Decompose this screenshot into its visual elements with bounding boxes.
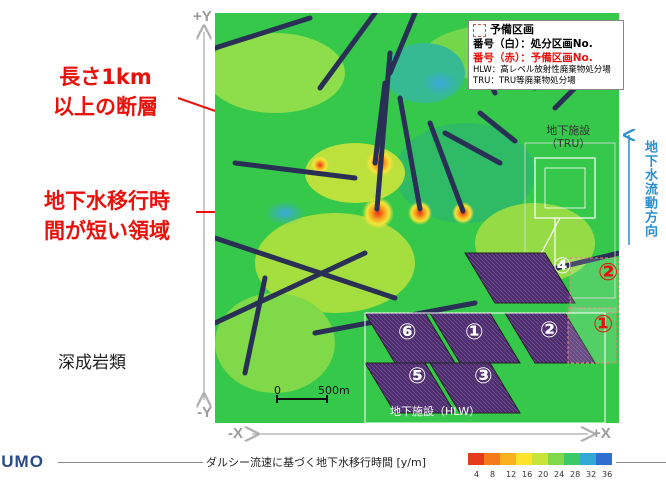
tru-label-line2: （TRU） [546,137,591,150]
short-time-annotation-line2: 間が短い領域 [44,219,170,243]
panel-label-4: ④ [553,254,572,279]
axis-minus-y-label: -Y [197,404,212,421]
colorbar-swatches [468,453,612,465]
colorbar-ticks-svg: 4 8 12 16 20 24 28 32 36 [474,470,612,479]
short-time-annotation: 地下水移行時 間が短い領域 [12,186,202,246]
axis-plus-y-label: +Y [193,8,212,25]
colorbar-swatch [484,453,500,465]
reserve-label-1: ① [593,310,614,338]
colorbar-swatch [580,453,596,465]
colorbar-tick-label: 4 [474,470,479,478]
hotspot-3 [408,201,432,225]
panel-4 [464,252,576,304]
colorbar-tick-label: 24 [554,470,564,478]
colorbar-tick-label: 32 [586,470,596,478]
colorbar-ticks: 4 8 12 16 20 24 28 32 36 [468,463,618,479]
scale-bar-length: 500m [318,384,350,397]
colorbar-swatch [532,453,548,465]
footer-rule-right [616,462,666,463]
panel-label-6: ⑥ [398,320,417,345]
reserve-zone-2 [569,257,619,314]
colorbar-tick-label: 12 [506,470,516,478]
disposal-panels [364,252,596,414]
panel-label-2: ② [540,318,559,343]
numo-logo: NUMO [0,452,44,471]
colorbar-tick-label: 20 [538,470,548,478]
fault-annotation: 長さ1km 以上の断層 [18,62,193,122]
flow-direction-label: 地下水流動方向 [642,140,657,238]
axis-minus-x-label: -X [228,425,243,442]
legend-tru-note: TRU：TRU等廃棄物処分場 [473,76,576,86]
colorbar-title: ダルシー流速に基づく地下水移行時間 [y/m] [206,456,427,469]
fault-annotation-line2: 以上の断層 [53,95,158,119]
legend-reserve-text: 予備区画 [490,23,534,36]
panel-5 [364,362,456,414]
hotspot-5 [311,156,329,174]
reserve-label-2: ② [598,258,619,286]
legend-reserve-row: 予備区画 [473,23,619,37]
tru-facility-label: 地下施設 （TRU） [546,124,590,150]
panel-3 [429,362,521,414]
colorbar-tick-label: 8 [490,470,495,478]
colorbar-tick-label: 36 [602,470,612,478]
fault-annotation-line1: 長さ1km [59,65,152,89]
colorbar [468,450,612,465]
tru-label-line1: 地下施設 [546,124,591,137]
panel-label-1: ① [465,320,484,345]
colorbar-tick-label: 16 [522,470,532,478]
colorbar-swatch [564,453,580,465]
hlw-facility-outline [364,312,606,423]
panel-label-5: ⑤ [408,364,427,389]
hotspot-2 [362,197,394,229]
colorbar-swatch [548,453,564,465]
colorbar-swatch [500,453,516,465]
colorbar-swatch [516,453,532,465]
legend-hlw-note: HLW：高レベル放射性廃棄物処分場 [473,65,611,75]
legend-red-number: 番号（赤）：予備区画No. [473,52,593,64]
colorbar-swatch [596,453,612,465]
colorbar-tick-label: 28 [570,470,580,478]
reserve-zone-1 [567,307,617,364]
footer-rule-left [58,462,203,463]
map-legend: 予備区画 番号（白）：処分区画No. 番号（赤）：予備区画No. HLW：高レベ… [468,20,624,90]
panel-label-3: ③ [474,364,493,389]
axis-plus-x-label: +X [592,425,611,442]
hlw-facility-label: 地下施設（HLW） [390,405,481,418]
short-time-annotation-line1: 地下水移行時 [44,189,170,213]
scale-bar-zero: 0 [274,384,281,397]
rock-type-label: 深成岩類 [58,353,126,373]
reserve-zones [567,257,619,364]
legend-white-number: 番号（白）：処分区画No. [473,38,593,50]
reserve-zone-swatch [473,23,486,37]
scale-bar-graphic [276,395,328,403]
colorbar-swatch [468,453,484,465]
